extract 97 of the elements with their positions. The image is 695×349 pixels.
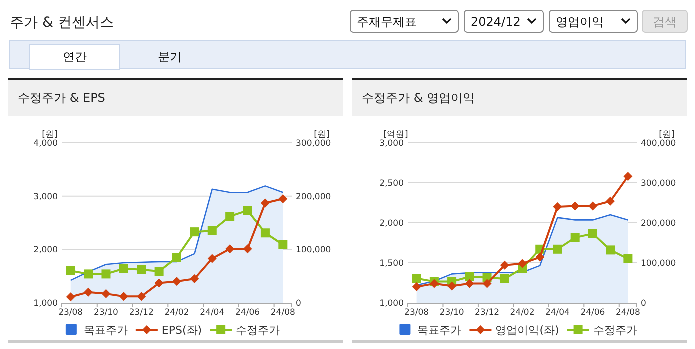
legend-label: 목표주가	[418, 324, 462, 337]
x-tick-label: 24/02	[510, 308, 535, 318]
point	[172, 277, 182, 286]
point	[606, 196, 616, 206]
y-axis-title: [원]	[42, 130, 58, 140]
point	[412, 282, 422, 292]
point	[624, 254, 633, 264]
point	[500, 260, 510, 270]
point	[66, 266, 76, 276]
point	[518, 259, 527, 268]
legend-label: 수정주가	[236, 324, 280, 337]
x-tick-label: 24/04	[545, 308, 570, 318]
x-tick-label: 23/12	[475, 308, 500, 318]
text: 분기	[158, 50, 182, 64]
text: 연간	[63, 50, 87, 64]
point	[154, 267, 164, 276]
point	[137, 265, 146, 274]
y2-tick-label: 100,000	[641, 259, 676, 269]
y-tick-label: 1,000	[380, 299, 404, 309]
legend-label: EPS(좌)	[162, 324, 202, 337]
text: 2024/12	[471, 15, 521, 29]
point	[102, 289, 111, 298]
x-tick-label: 24/06	[236, 308, 260, 318]
y-tick-label: 2,000	[34, 246, 58, 256]
y-tick-label: 4,000	[34, 139, 58, 149]
point	[137, 292, 146, 302]
x-tick-label: 23/12	[129, 308, 154, 318]
point	[172, 253, 182, 262]
point	[208, 226, 217, 236]
point	[624, 172, 633, 182]
point	[226, 244, 235, 254]
y2-tick-label: 200,000	[296, 192, 332, 202]
point	[465, 272, 474, 282]
y-axis-title: [억원]	[384, 130, 408, 140]
point	[278, 240, 288, 250]
y2-axis-title: [원]	[659, 130, 675, 140]
point	[154, 278, 164, 288]
legend-label: 수정주가	[593, 324, 638, 337]
x-tick-label: 24/06	[580, 308, 606, 318]
point	[553, 244, 562, 254]
point	[243, 206, 252, 216]
point	[482, 279, 492, 288]
y-tick-label: 1,500	[380, 259, 404, 269]
x-tick-label: 24/04	[200, 308, 225, 318]
y-tick-label: 2,000	[380, 219, 404, 229]
point	[500, 274, 510, 284]
x-tick-label: 23/10	[440, 308, 464, 318]
x-tick-label: 23/08	[404, 308, 430, 318]
y-tick-label: 1,000	[34, 299, 58, 309]
y-tick-label: 3,000	[34, 192, 58, 202]
y2-tick-label: 300,000	[296, 139, 332, 149]
point	[84, 270, 94, 279]
point	[570, 202, 580, 211]
x-tick-label: 23/08	[58, 308, 84, 318]
chart-title: 수정주가 & 영업이익	[362, 91, 475, 105]
point	[536, 252, 545, 262]
y2-tick-label: 200,000	[641, 219, 676, 229]
y2-axis-title: [원]	[314, 130, 330, 140]
point	[66, 292, 76, 302]
y2-tick-label: 100,000	[296, 246, 332, 256]
point	[260, 198, 270, 208]
point	[84, 288, 94, 297]
point	[119, 264, 128, 274]
point	[448, 282, 457, 291]
point	[588, 229, 598, 238]
point	[606, 246, 616, 255]
point	[102, 270, 111, 279]
text: 검색	[653, 15, 677, 29]
x-tick-label: 23/10	[94, 308, 118, 318]
x-tick-label: 24/08	[616, 308, 640, 318]
point	[243, 244, 252, 254]
text: 영업이익	[556, 15, 604, 29]
y-tick-label: 2,500	[380, 179, 404, 189]
x-tick-label: 24/08	[270, 308, 296, 318]
y2-tick-label: 300,000	[641, 179, 676, 189]
point	[119, 292, 128, 302]
text: 주재무제표	[357, 15, 417, 29]
point	[588, 202, 598, 211]
y-tick-label: 3,000	[380, 139, 404, 149]
point	[190, 274, 200, 284]
chart-title: 수정주가 & EPS	[18, 91, 106, 105]
y2-tick-label: 400,000	[641, 139, 676, 149]
point	[260, 228, 270, 238]
legend-label: 영업이익(좌)	[496, 324, 560, 337]
point	[278, 194, 288, 204]
x-tick-label: 24/02	[164, 308, 190, 318]
point	[226, 212, 235, 222]
point	[208, 254, 217, 264]
legend-label: 목표주가	[84, 324, 128, 337]
text: 주가 & 컨센서스	[10, 15, 114, 31]
point	[412, 274, 422, 284]
y2-tick-label: 0	[296, 299, 302, 309]
y2-tick-label: 0	[641, 299, 646, 309]
point	[465, 279, 474, 288]
point	[190, 228, 200, 237]
point	[553, 202, 562, 212]
point	[570, 233, 580, 242]
